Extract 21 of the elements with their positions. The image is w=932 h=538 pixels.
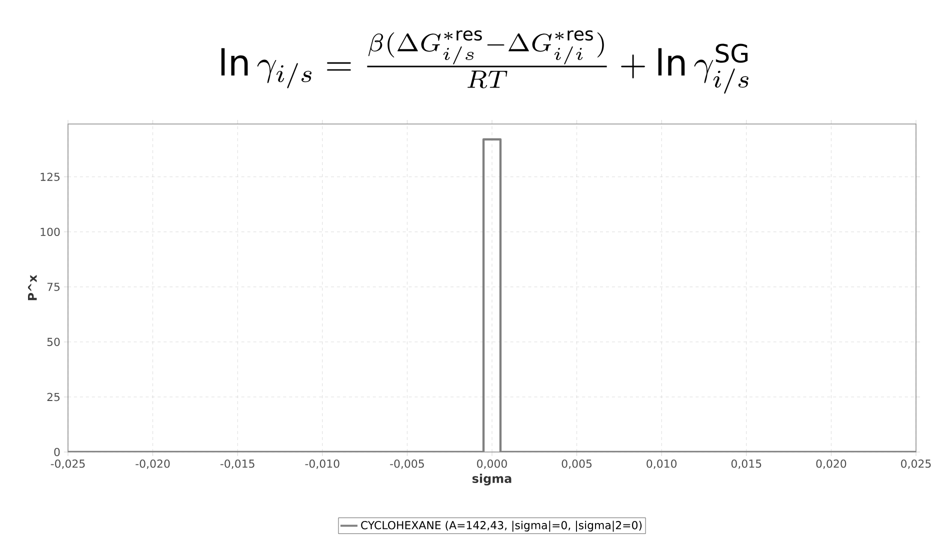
- x-tick-label: 0,005: [562, 460, 592, 469]
- chart-title: $\ln \gamma_{i/s} = \frac{\beta(\Delta G^{*\mathrm{res}}_{i/s} - \Delta G^{*\mathrm{res}}_{i/i})}{RT} + \ln \gamma^{\mathrm{SG}}_{i/s}$: [221, 30, 748, 94]
- x-tick-label: 0,000: [477, 460, 507, 469]
- y-tick-label: 0: [54, 448, 60, 456]
- x-axis-title: sigma: [472, 474, 512, 486]
- y-tick-label: 100: [40, 228, 60, 236]
- x-tick-label: 0,020: [816, 460, 846, 469]
- x-tick-label: -0,020: [136, 460, 170, 469]
- x-tick-label: 0,010: [646, 460, 677, 469]
- x-tick-label: 0,015: [731, 460, 762, 469]
- legend-label: CYCLOHEXANE (A=142,43, |sigma|=0, |sigma|2=0): [361, 520, 642, 532]
- y-tick-label: 75: [47, 282, 60, 291]
- y-axis-title: P^x: [28, 274, 37, 300]
- y-tick-label: 50: [47, 338, 60, 346]
- y-tick-label: 125: [40, 172, 60, 181]
- x-tick-label: 0,025: [901, 460, 931, 469]
- y-tick-label: 25: [47, 392, 60, 402]
- x-tick-label: -0,010: [305, 460, 340, 469]
- x-tick-label: -0,005: [390, 460, 424, 469]
- x-tick-label: -0,015: [220, 460, 254, 469]
- x-tick-label: -0,025: [50, 460, 85, 469]
